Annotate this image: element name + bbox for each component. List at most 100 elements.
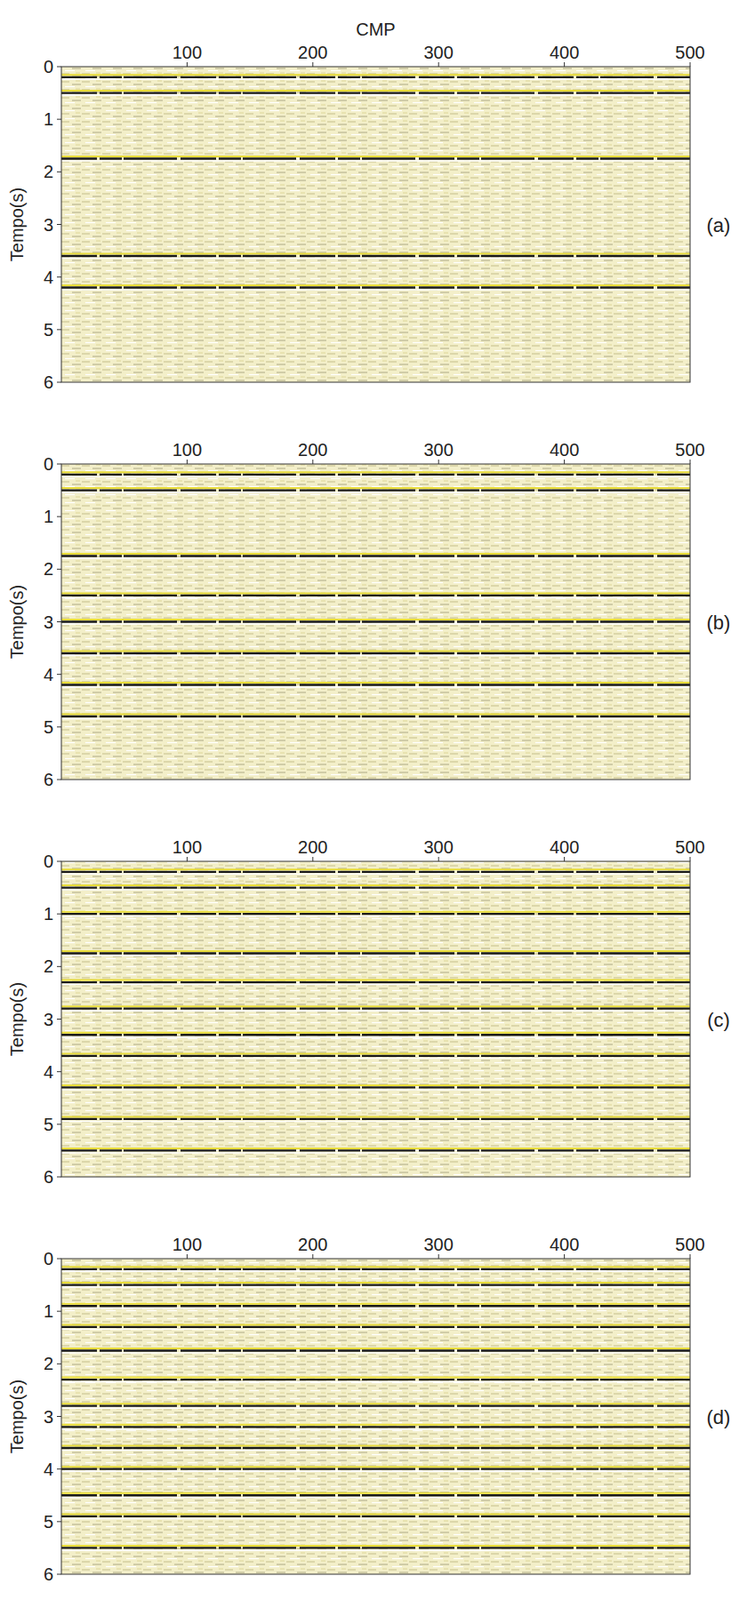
reflector-halo [61, 682, 691, 684]
reflector [61, 652, 691, 655]
reflector-halo [61, 557, 691, 560]
reflector [61, 1349, 691, 1352]
plot-area [61, 1259, 691, 1575]
reflector-halo [61, 1518, 691, 1521]
y-tick [56, 569, 62, 571]
y-tick-label: 3 [43, 612, 54, 633]
reflector-halo [61, 1466, 691, 1469]
reflector [61, 1494, 691, 1497]
y-tick [56, 66, 62, 68]
x-tick [186, 62, 188, 67]
x-tick-label: 400 [549, 42, 579, 63]
reflector-halo [61, 1058, 691, 1061]
reflector-halo [61, 253, 691, 256]
y-tick-label: 1 [43, 506, 54, 527]
reflector-halo [61, 491, 691, 494]
reflector-halo [61, 1348, 691, 1350]
x-tick [438, 459, 440, 465]
reflector-halo [61, 1429, 691, 1431]
x-tick-label: 500 [674, 837, 705, 858]
reflector-halo [61, 686, 691, 689]
x-axis-title: CMP [355, 19, 395, 40]
y-tick-label: 6 [43, 1167, 54, 1188]
x-tick [690, 1254, 691, 1260]
reflector-halo [61, 1352, 691, 1355]
reflector-halo [61, 1303, 691, 1306]
reflector-halo [61, 1424, 691, 1427]
y-tick [56, 171, 62, 173]
y-tick [56, 861, 62, 863]
reflector-halo [61, 476, 691, 479]
reflector-halo [61, 1407, 691, 1410]
reflector-halo [61, 160, 691, 162]
reflector-halo [61, 714, 691, 716]
y-tick-label: 0 [43, 851, 54, 872]
y-tick-label: 6 [43, 372, 54, 393]
x-tick-label: 100 [172, 1235, 202, 1255]
y-tick-label: 4 [43, 267, 54, 288]
reflector [61, 594, 691, 597]
y-tick-label: 1 [43, 1301, 54, 1322]
reflector-halo [61, 1470, 691, 1473]
reflector [61, 1379, 691, 1382]
y-axis-title: Tempo(s) [7, 187, 27, 262]
reflector-halo [61, 1308, 691, 1310]
y-tick-label: 2 [43, 161, 54, 182]
x-tick-label: 300 [424, 837, 454, 858]
y-tick-label: 6 [43, 1565, 54, 1585]
reflector-halo [61, 1052, 691, 1055]
reflector [61, 1326, 691, 1329]
seismic-background [61, 464, 691, 780]
reflector-halo [61, 592, 691, 595]
x-tick [186, 459, 188, 465]
reflector-halo [61, 1121, 691, 1124]
reflector-halo [61, 597, 691, 600]
reflector-halo [61, 553, 691, 555]
frame [61, 1259, 691, 1575]
x-tick-label: 500 [674, 440, 705, 460]
reflector-halo [61, 89, 691, 92]
reflector [61, 1007, 691, 1010]
reflector-halo [61, 1377, 691, 1380]
x-tick [312, 857, 314, 862]
frame [61, 66, 691, 383]
y-tick-label: 0 [43, 1249, 54, 1270]
y-tick [56, 1019, 62, 1021]
reflector [61, 1305, 691, 1308]
x-tick [312, 1254, 314, 1260]
y-tick-label: 2 [43, 559, 54, 579]
frame [61, 464, 691, 780]
reflector-halo [61, 1329, 691, 1332]
x-tick [563, 857, 565, 862]
reflector-halo [61, 868, 691, 871]
x-tick-label: 300 [424, 440, 454, 460]
y-tick [56, 779, 62, 781]
x-tick [312, 62, 314, 67]
y-tick [56, 674, 62, 675]
y-tick [56, 621, 62, 623]
reflector-halo [61, 979, 691, 982]
x-tick-label: 300 [424, 42, 454, 63]
reflector-halo [61, 1032, 691, 1035]
reflector [61, 286, 691, 289]
seismic-background [61, 861, 691, 1178]
y-tick-label: 3 [43, 215, 54, 235]
reflector [61, 1284, 691, 1286]
y-tick [56, 1311, 62, 1313]
reflector-halo [61, 618, 691, 621]
y-tick [56, 1071, 62, 1073]
reflector-halo [61, 1445, 691, 1448]
reflector-halo [61, 155, 691, 158]
y-tick [56, 1259, 62, 1261]
reflector [61, 981, 691, 984]
y-tick [56, 1364, 62, 1366]
reflector-halo [61, 1324, 691, 1326]
x-tick [690, 857, 691, 862]
reflector [61, 255, 691, 258]
x-tick [690, 459, 691, 465]
reflector-halo [61, 1148, 691, 1150]
x-tick-label: 200 [297, 42, 328, 63]
x-tick-label: 100 [172, 837, 202, 858]
y-tick-label: 5 [43, 1512, 54, 1533]
reflector-halo [61, 1036, 691, 1039]
